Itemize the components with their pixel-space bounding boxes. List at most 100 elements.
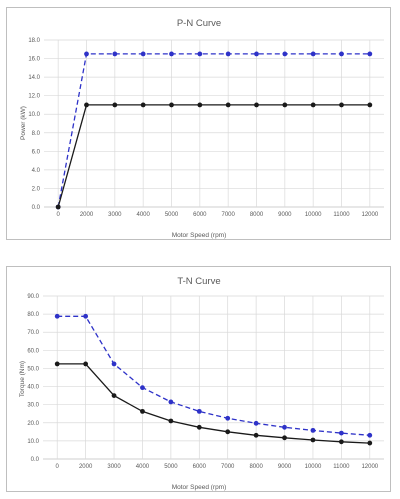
pn-series-1-point — [84, 102, 89, 108]
tn-series-0-point — [83, 313, 89, 319]
pn-series-1-point — [55, 204, 61, 210]
tn-y-tick-label: 60.0 — [27, 348, 39, 354]
pn-series-1-point — [367, 102, 373, 108]
pn-series-0-point — [84, 51, 89, 57]
tn-chart-title: T-N Curve — [177, 276, 220, 287]
pn-series-1-point — [225, 102, 231, 108]
pn-x-tick-label: 0 — [56, 212, 60, 218]
tn-series-1-point — [196, 424, 202, 430]
pn-series-1-point — [339, 102, 344, 108]
pn-chart-title: P-N Curve — [177, 18, 221, 29]
pn-y-tick-label: 10.0 — [28, 112, 40, 118]
pn-x-tick-label: 12000 — [361, 212, 378, 218]
tn-x-tick-label: 3000 — [107, 464, 121, 470]
pn-y-tick-label: 18.0 — [28, 38, 40, 44]
tn-series-1-point — [367, 440, 373, 446]
pn-x-tick-label: 7000 — [221, 212, 235, 218]
tn-series-1-point — [253, 432, 259, 438]
tn-series-0-point — [338, 430, 344, 436]
tn-series-0-point — [196, 408, 202, 414]
pn-series-0-point — [112, 51, 118, 57]
tn-y-tick-label: 90.0 — [27, 294, 39, 300]
tn-x-tick-label: 9000 — [278, 464, 292, 470]
pn-y-tick-label: 14.0 — [28, 75, 40, 81]
pn-series-0-point — [310, 51, 316, 57]
pn-y-tick-label: 6.0 — [32, 149, 41, 155]
tn-series-0-point — [140, 385, 145, 391]
tn-y-tick-label: 10.0 — [27, 439, 39, 445]
tn-series-1-point — [140, 408, 145, 414]
tn-y-tick-label: 40.0 — [27, 385, 39, 391]
pn-x-tick-label: 9000 — [278, 212, 292, 218]
tn-y-tick-label: 70.0 — [27, 330, 39, 336]
tn-series-0-point — [225, 415, 231, 421]
pn-x-tick-label: 8000 — [250, 212, 264, 218]
pn-y-tick-label: 16.0 — [28, 57, 40, 63]
pn-chart-frame: P-N Curve Motor Speed (rpm) Power (kW) 0… — [6, 7, 391, 240]
tn-x-tick-label: 6000 — [193, 464, 207, 470]
tn-series-1-point — [225, 429, 231, 435]
pn-y-axis-label: Power (kW) — [20, 106, 27, 140]
tn-y-tick-label: 20.0 — [27, 421, 39, 427]
pn-x-axis-label: Motor Speed (rpm) — [172, 232, 227, 239]
tn-series-0-point — [168, 399, 174, 405]
tn-y-tick-label: 30.0 — [27, 403, 39, 409]
pn-y-tick-label: 4.0 — [32, 168, 41, 174]
pn-series-0-point — [339, 51, 344, 57]
pn-x-tick-label: 11000 — [333, 212, 350, 218]
tn-y-axis-label: Torque (Nm) — [19, 361, 26, 397]
tn-x-axis-label: Motor Speed (rpm) — [172, 484, 227, 491]
pn-y-tick-label: 2.0 — [32, 186, 41, 192]
pn-chart: P-N Curve Motor Speed (rpm) Power (kW) 0… — [20, 18, 384, 239]
pn-x-tick-label: 10000 — [305, 212, 322, 218]
pn-series-1-point — [282, 102, 288, 108]
tn-x-tick-label: 10000 — [305, 464, 322, 470]
tn-x-tick-label: 8000 — [249, 464, 263, 470]
tn-series-1-point — [310, 437, 316, 443]
tn-x-tick-label: 7000 — [221, 464, 235, 470]
tn-series-0-point — [111, 361, 117, 367]
tn-series-0-point — [282, 424, 287, 430]
tn-series-0-point — [310, 427, 316, 433]
pn-series-1-point — [112, 102, 118, 108]
tn-x-tick-label: 2000 — [79, 464, 93, 470]
tn-series-0-point — [253, 420, 259, 426]
pn-y-tick-label: 8.0 — [32, 131, 41, 137]
tn-chart-frame: T-N Curve Motor Speed (rpm) Torque (Nm) … — [6, 266, 391, 492]
tn-series-0-point — [367, 432, 373, 438]
tn-x-tick-label: 0 — [56, 464, 60, 470]
pn-series-0-point — [367, 51, 373, 57]
tn-series-0-point — [54, 313, 60, 319]
tn-series-1-line — [57, 363, 370, 444]
pn-series-1-point — [310, 102, 316, 108]
pn-series-1-point — [169, 102, 174, 108]
pn-x-tick-label: 4000 — [136, 212, 150, 218]
pn-series-0-point — [140, 51, 146, 57]
tn-y-tick-label: 0.0 — [31, 457, 40, 463]
pn-y-tick-label: 12.0 — [28, 94, 40, 100]
pn-series-1-point — [197, 102, 203, 108]
pn-series-1-point — [254, 102, 259, 108]
pn-series-0-line — [57, 53, 370, 208]
tn-series-0-line — [57, 315, 370, 436]
pn-series-1-point — [140, 102, 146, 108]
pn-series-0-point — [225, 51, 231, 57]
tn-series-1-point — [168, 418, 174, 424]
tn-y-tick-label: 80.0 — [27, 312, 39, 318]
pn-x-tick-label: 6000 — [193, 212, 207, 218]
pn-x-tick-label: 5000 — [165, 212, 179, 218]
tn-chart: T-N Curve Motor Speed (rpm) Torque (Nm) … — [19, 276, 384, 491]
pn-series-0-point — [197, 51, 203, 57]
pn-series-0-point — [169, 51, 174, 57]
pn-series-0-point — [282, 51, 288, 57]
tn-x-tick-label: 4000 — [136, 464, 150, 470]
pn-x-tick-label: 2000 — [80, 212, 94, 218]
pn-x-tick-label: 3000 — [108, 212, 122, 218]
tn-series-1-point — [83, 361, 89, 367]
tn-x-tick-label: 12000 — [361, 464, 378, 470]
tn-series-1-point — [282, 435, 287, 441]
pn-series-1-line — [57, 104, 370, 208]
pn-y-tick-label: 0.0 — [32, 205, 41, 211]
tn-y-tick-label: 50.0 — [27, 366, 39, 372]
tn-x-tick-label: 5000 — [164, 464, 178, 470]
